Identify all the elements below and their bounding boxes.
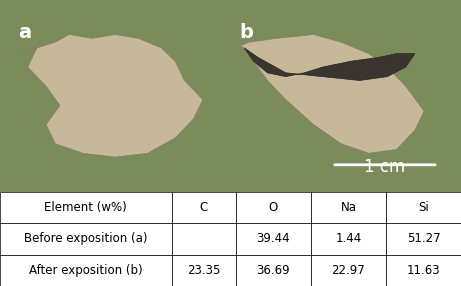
Polygon shape	[240, 35, 424, 153]
Text: a: a	[18, 23, 31, 42]
Polygon shape	[244, 48, 415, 80]
Text: 1 cm: 1 cm	[364, 158, 406, 176]
Text: b: b	[240, 23, 254, 42]
Polygon shape	[23, 35, 203, 157]
